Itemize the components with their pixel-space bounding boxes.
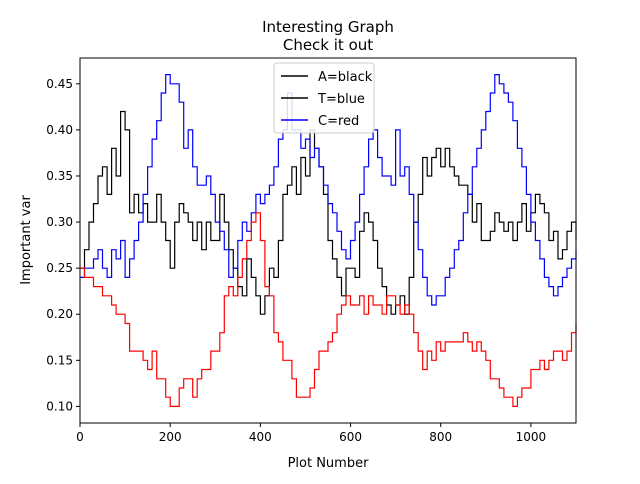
x-tick-label: 800 — [429, 430, 452, 444]
series-line-0 — [80, 110, 577, 315]
y-tick-label: 0.40 — [46, 123, 73, 137]
legend: A=black T=blue C=red — [273, 62, 375, 134]
x-tick-label: 400 — [249, 430, 272, 444]
y-tick-label: 0.30 — [46, 215, 73, 229]
y-tick-label: 0.35 — [46, 169, 73, 183]
chart-title: Interesting Graph — [262, 18, 394, 36]
x-tick-label: 1000 — [516, 430, 547, 444]
plot-area — [79, 57, 577, 424]
y-tick-label: 0.45 — [46, 77, 73, 91]
legend-label: T=blue — [317, 92, 365, 107]
chart-subtitle: Check it out — [283, 36, 373, 54]
x-tick-label: 0 — [76, 430, 84, 444]
y-tick-label: 0.25 — [46, 261, 73, 275]
y-tick-label: 0.15 — [46, 353, 73, 367]
y-tick-label: 0.20 — [46, 307, 73, 321]
axes-frame — [79, 57, 577, 424]
x-tick-label: 600 — [339, 430, 362, 444]
y-tick-label: 0.10 — [46, 399, 73, 413]
x-tick-label: 200 — [159, 430, 182, 444]
series-layer — [80, 74, 577, 407]
legend-box — [273, 62, 375, 134]
series-line-1 — [80, 74, 577, 306]
x-axis-label: Plot Number — [288, 456, 370, 471]
y-axis-label: Important var — [19, 195, 34, 285]
y-axis-ticks: 0.10 0.15 0.20 0.25 0.30 0.35 0.40 0.45 — [46, 77, 80, 413]
x-axis-ticks: 0 200 400 600 800 1000 — [76, 423, 546, 444]
legend-label: C=red — [318, 114, 359, 129]
series-line-2 — [80, 212, 577, 407]
legend-label: A=black — [318, 70, 373, 85]
